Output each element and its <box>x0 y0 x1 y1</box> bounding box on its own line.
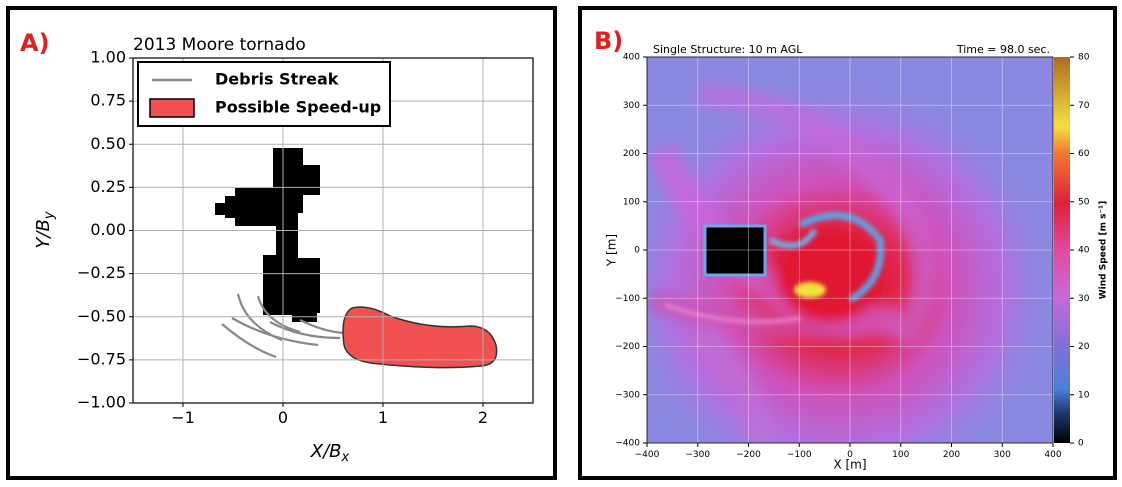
y-tick-label: −100 <box>615 294 640 304</box>
panel-label: B) <box>594 27 623 55</box>
y-axis-label-sub: y <box>42 211 57 220</box>
x-tick-label: −300 <box>685 450 710 460</box>
x-tick-label: 1 <box>378 408 388 427</box>
panel-frame <box>578 6 1117 480</box>
x-axis-label: X/Bx <box>310 441 350 465</box>
chart-subtitle: Time = 98.0 sec. <box>956 43 1050 56</box>
wind-field <box>647 57 1053 443</box>
colorbar-tick-label: 20 <box>1078 342 1090 352</box>
colorbar-tick-label: 40 <box>1078 246 1090 256</box>
panel-label: A) <box>20 29 50 57</box>
x-tick-label: −200 <box>736 450 761 460</box>
chart-title: Single Structure: 10 m AGL <box>653 43 803 56</box>
colorbar-tick-label: 50 <box>1078 197 1090 207</box>
x-tick-label: 0 <box>847 450 853 460</box>
colorbar-tick-label: 0 <box>1078 439 1084 449</box>
x-axis-label-main: X/B <box>310 441 342 462</box>
legend-label: Debris Streak <box>215 70 339 89</box>
y-tick-label: −0.25 <box>77 263 126 282</box>
structure <box>703 224 767 277</box>
y-tick-label: −0.75 <box>77 349 126 368</box>
x-tick-label: −400 <box>635 450 660 460</box>
y-tick-label: 400 <box>623 53 640 63</box>
x-tick-label: 300 <box>994 450 1011 460</box>
y-tick-label: 0.25 <box>90 177 126 196</box>
y-tick-label: 200 <box>623 149 640 159</box>
x-axis-label: X [m] <box>833 458 866 472</box>
y-tick-label: 0 <box>634 246 640 256</box>
x-tick-label: 0 <box>278 408 288 427</box>
y-tick-label: 1.00 <box>90 48 126 67</box>
y-tick-label: 0.50 <box>90 134 126 153</box>
building-footprint <box>215 148 320 322</box>
x-tick-label: 200 <box>943 450 960 460</box>
legend-swatch <box>149 98 195 118</box>
colorbar-label: Wind Speed [m s⁻¹] <box>1099 201 1109 300</box>
x-tick-label: 2 <box>478 408 488 427</box>
y-tick-label: 0.00 <box>90 220 126 239</box>
legend-box <box>137 61 391 127</box>
colorbar-tick-label: 80 <box>1078 53 1090 63</box>
colorbar-tick-label: 30 <box>1078 294 1090 304</box>
legend-label: Possible Speed-up <box>215 98 381 117</box>
y-tick-label: 100 <box>623 197 640 207</box>
plot-frame <box>646 56 1054 444</box>
y-axis-label: Y [m] <box>605 234 619 267</box>
x-tick-label: 100 <box>892 450 909 460</box>
x-tick-label: −100 <box>787 450 812 460</box>
y-tick-label: −0.50 <box>77 306 126 325</box>
y-tick-label: −400 <box>615 439 640 449</box>
chart-title: 2013 Moore tornado <box>133 35 306 55</box>
debris-streaks <box>221 293 357 359</box>
colorbar-tick-label: 60 <box>1078 149 1090 159</box>
speed-up-region <box>342 306 498 369</box>
colorbar-tick-label: 70 <box>1078 101 1090 111</box>
plot-frame <box>132 57 534 404</box>
x-axis-label-sub: x <box>341 450 350 465</box>
panel-frame <box>6 6 557 480</box>
colorbar-tick-label: 10 <box>1078 390 1090 400</box>
y-tick-label: 0.75 <box>90 91 126 110</box>
y-tick-label: 300 <box>623 101 640 111</box>
y-tick-label: −300 <box>615 390 640 400</box>
colorbar <box>1054 57 1070 443</box>
x-tick-label: −1 <box>171 408 195 427</box>
y-tick-label: −1.00 <box>77 393 126 412</box>
y-axis-label-main: Y/B <box>33 219 54 248</box>
x-tick-label: 400 <box>1044 450 1061 460</box>
y-axis-label: Y/By <box>33 211 57 248</box>
y-tick-label: −200 <box>615 342 640 352</box>
